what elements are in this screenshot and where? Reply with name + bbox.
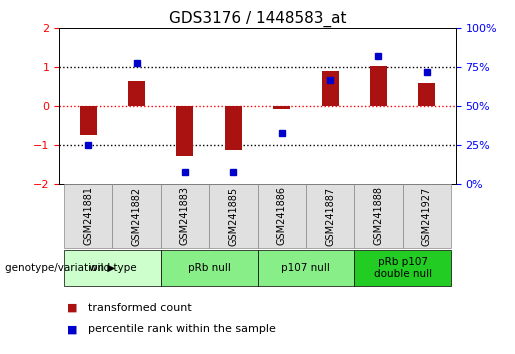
FancyBboxPatch shape [258, 250, 354, 286]
Bar [177, 106, 194, 156]
FancyBboxPatch shape [64, 184, 112, 248]
FancyBboxPatch shape [161, 250, 258, 286]
Text: GSM241885: GSM241885 [228, 186, 238, 246]
Text: ■: ■ [67, 303, 77, 313]
Text: percentile rank within the sample: percentile rank within the sample [88, 324, 276, 334]
FancyBboxPatch shape [354, 184, 403, 248]
Bar [128, 81, 145, 106]
Text: genotype/variation ▶: genotype/variation ▶ [5, 263, 115, 273]
Bar [80, 106, 97, 136]
Title: GDS3176 / 1448583_at: GDS3176 / 1448583_at [169, 11, 346, 27]
Bar [370, 67, 387, 106]
Bar [225, 106, 242, 150]
FancyBboxPatch shape [354, 250, 451, 286]
Text: pRb null: pRb null [187, 263, 231, 273]
FancyBboxPatch shape [258, 184, 306, 248]
Bar [418, 83, 435, 106]
FancyBboxPatch shape [64, 250, 161, 286]
Text: transformed count: transformed count [88, 303, 191, 313]
Text: pRb p107
double null: pRb p107 double null [373, 257, 432, 279]
Text: GSM241882: GSM241882 [132, 186, 142, 246]
Text: ■: ■ [67, 324, 77, 334]
Text: GSM241881: GSM241881 [83, 187, 93, 245]
Text: GSM241887: GSM241887 [325, 186, 335, 246]
Text: p107 null: p107 null [281, 263, 330, 273]
FancyBboxPatch shape [209, 184, 258, 248]
Bar [273, 106, 290, 109]
Text: GSM241886: GSM241886 [277, 187, 287, 245]
Text: GSM241927: GSM241927 [422, 186, 432, 246]
FancyBboxPatch shape [161, 184, 209, 248]
Text: GSM241888: GSM241888 [373, 187, 383, 245]
Text: wild type: wild type [89, 263, 136, 273]
FancyBboxPatch shape [403, 184, 451, 248]
FancyBboxPatch shape [306, 184, 354, 248]
Bar [321, 71, 338, 106]
FancyBboxPatch shape [112, 184, 161, 248]
Text: GSM241883: GSM241883 [180, 187, 190, 245]
